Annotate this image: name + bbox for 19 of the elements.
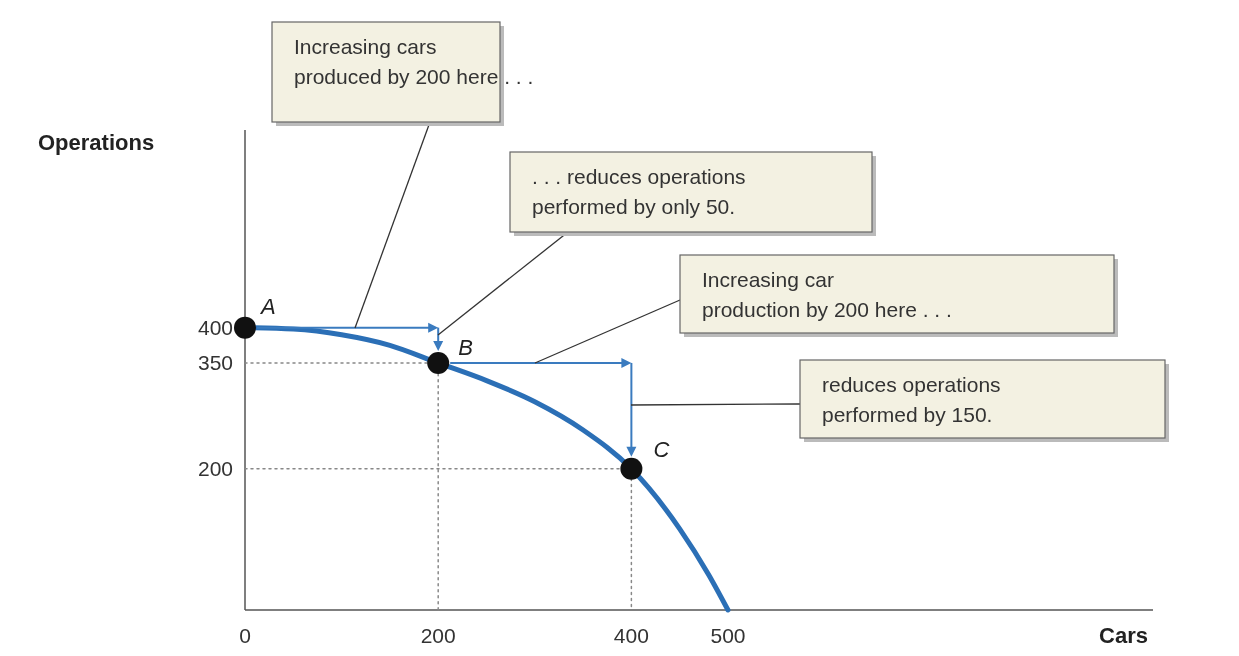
annotation: reduces operations performed by 150. bbox=[822, 373, 1001, 426]
point bbox=[234, 316, 256, 339]
annotation: Increasing car production by 200 here . . . bbox=[702, 268, 952, 321]
point bbox=[427, 351, 450, 374]
x-tick-label: 200 bbox=[420, 624, 456, 647]
y-tick-label: 350 bbox=[197, 350, 233, 374]
x-tick-label: 0 bbox=[239, 624, 251, 647]
x-tick-label: 500 bbox=[710, 624, 746, 647]
x-axis-title: Cars bbox=[1099, 623, 1148, 648]
text: Increasing cars produced by 200 here . . . bbox=[294, 35, 534, 88]
annotation: C bbox=[653, 436, 670, 462]
y-tick-label: 200 bbox=[197, 456, 233, 480]
point bbox=[620, 457, 643, 480]
annotation: B bbox=[458, 334, 473, 360]
annotation: . . . reduces operations performed by only 50. bbox=[532, 165, 746, 218]
annotation: A bbox=[259, 293, 276, 319]
y-tick-label: 400 bbox=[197, 315, 233, 339]
y-axis-title: Operations bbox=[38, 130, 155, 155]
x-tick-label: 400 bbox=[613, 624, 649, 647]
